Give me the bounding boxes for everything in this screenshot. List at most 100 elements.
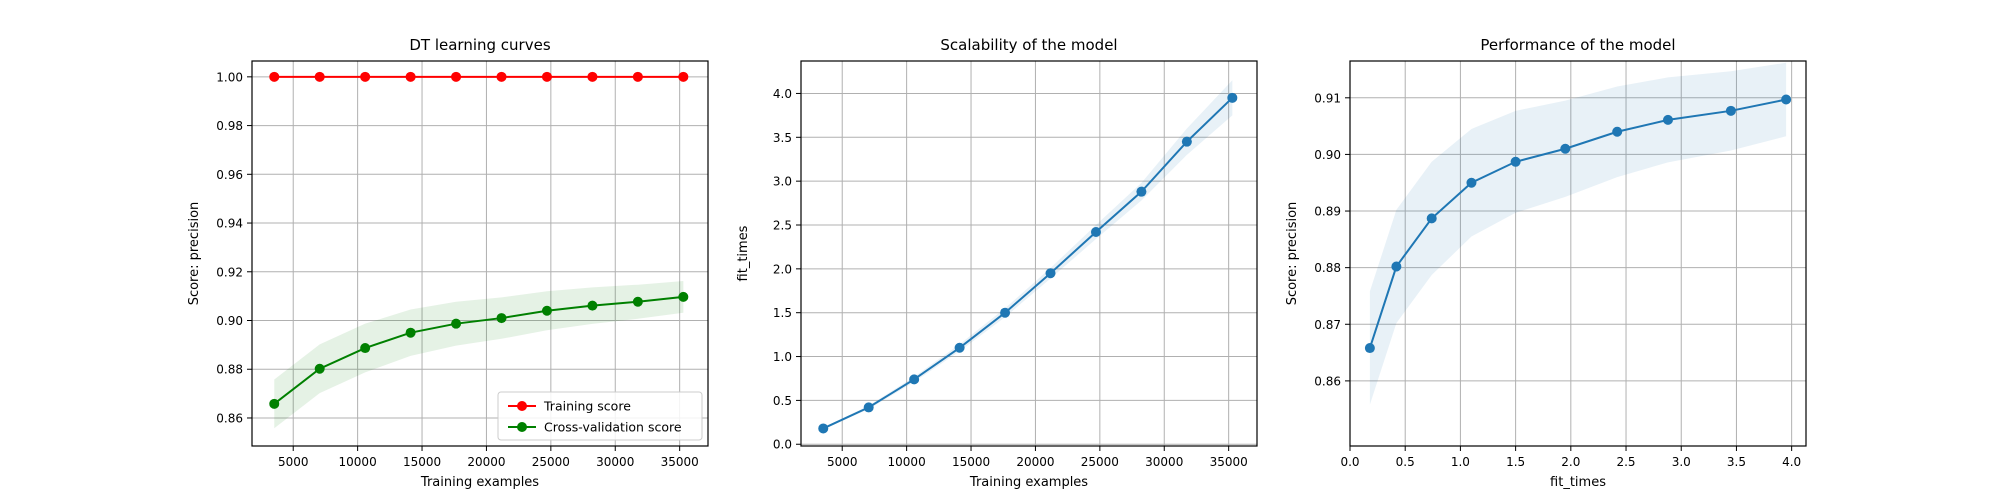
data-point	[314, 363, 325, 374]
x-tick-label: 4.0	[1782, 455, 1801, 469]
data-point	[587, 300, 598, 311]
y-tick-label: 0.86	[1314, 374, 1341, 388]
data-point	[1227, 92, 1238, 103]
x-tick-label: 15000	[403, 455, 441, 469]
chart-3: 0.0 0.5 1.0 1.5 2.0 2.5 3.0 3.5 4.0 0.86 0.87 0.88 0…	[1285, 36, 1807, 490]
x-tick-label: 1.5	[1506, 455, 1525, 469]
x-tick-label: 3.0	[1672, 455, 1691, 469]
y-tick-label: 0.98	[216, 119, 243, 133]
data-point	[954, 342, 965, 353]
data-point	[360, 71, 371, 82]
x-tick-label: 10000	[339, 455, 377, 469]
x-tick-label: 5000	[827, 455, 858, 469]
legend-box	[497, 391, 703, 441]
chart-2: 5000 10000 15000 20000 25000 30000 35000 0.0 0.5…	[736, 36, 1258, 490]
data-point	[314, 71, 325, 82]
x-tick-label: 30000	[596, 455, 634, 469]
data-point	[1560, 143, 1571, 154]
y-tick-label: 0.86	[216, 411, 243, 425]
x-tick-label: 3.5	[1727, 455, 1746, 469]
chart-1: 5000 10000 15000 20000 25000 30000 35000 0.86 0.…	[187, 36, 709, 490]
x-tick-label: 15000	[952, 455, 990, 469]
y-tick-label: 1.0	[773, 350, 792, 364]
y-tick-label: 0.90	[216, 314, 243, 328]
data-point	[678, 291, 689, 302]
data-point	[1781, 94, 1792, 105]
y-tick-label: 3.5	[773, 131, 792, 145]
x-tick-label: 2.5	[1616, 455, 1635, 469]
x-axis-label: Training examples	[420, 475, 539, 490]
data-point	[405, 71, 416, 82]
data-point	[1000, 307, 1011, 318]
data-point	[496, 313, 507, 324]
x-tick-label: 0.5	[1396, 455, 1415, 469]
chart-title: Performance of the model	[1480, 36, 1675, 54]
data-point	[1045, 268, 1056, 279]
x-tick-label: 1.0	[1451, 455, 1470, 469]
legend-label: Training score	[543, 399, 631, 414]
y-tick-label: 3.0	[773, 175, 792, 189]
y-axis-label: Score: precision	[187, 202, 202, 306]
data-point	[1426, 213, 1437, 224]
data-point	[1612, 126, 1623, 137]
y-tick-label: 4.0	[773, 87, 792, 101]
data-point	[496, 71, 507, 82]
x-tick-label: 25000	[532, 455, 570, 469]
y-tick-label: 0.88	[216, 363, 243, 377]
data-point	[541, 305, 552, 316]
data-point	[1725, 105, 1736, 116]
axes-frame	[251, 60, 709, 447]
confidence-band	[1369, 62, 1787, 405]
x-tick-label: 35000	[661, 455, 699, 469]
data-point	[1391, 261, 1402, 272]
data-point	[1364, 343, 1375, 354]
data-point	[818, 423, 829, 434]
legend: Training score Cross-validation score	[497, 391, 703, 441]
x-tick-label: 0.0	[1340, 455, 1359, 469]
data-point	[269, 398, 280, 409]
y-axis-label: fit_times	[736, 225, 751, 281]
data-point	[1466, 177, 1477, 188]
data-point	[587, 71, 598, 82]
data-point	[1181, 136, 1192, 147]
data-point	[678, 71, 689, 82]
y-tick-label: 0.91	[1314, 91, 1341, 105]
x-axis-label: fit_times	[1550, 475, 1606, 490]
data-point	[632, 296, 643, 307]
y-tick-label: 2.5	[773, 218, 792, 232]
axes-frame	[800, 60, 1258, 447]
data-point	[451, 318, 462, 329]
x-tick-label: 10000	[888, 455, 926, 469]
legend-marker	[517, 422, 527, 432]
y-tick-label: 0.92	[216, 265, 243, 279]
y-tick-label: 0.88	[1314, 261, 1341, 275]
legend-label: Cross-validation score	[544, 420, 682, 435]
series-line	[273, 295, 684, 405]
data-point	[405, 327, 416, 338]
data-point	[909, 374, 920, 385]
data-point	[1662, 114, 1673, 125]
y-tick-label: 0.96	[216, 168, 243, 182]
x-tick-label: 20000	[467, 455, 505, 469]
series-line	[822, 97, 1234, 430]
data-point	[1136, 186, 1147, 197]
x-tick-label: 20000	[1016, 455, 1054, 469]
y-tick-label: 1.00	[216, 70, 243, 84]
x-tick-label: 5000	[278, 455, 309, 469]
x-tick-label: 30000	[1145, 455, 1183, 469]
y-tick-label: 0.87	[1314, 318, 1341, 332]
x-tick-label: 35000	[1210, 455, 1248, 469]
y-tick-label: 0.90	[1314, 148, 1341, 162]
y-tick-label: 0.0	[773, 438, 792, 452]
y-tick-label: 2.0	[773, 262, 792, 276]
data-point	[1510, 156, 1521, 167]
axes-frame	[1349, 60, 1807, 447]
data-point	[269, 71, 280, 82]
data-point	[541, 71, 552, 82]
y-axis-label: Score: precision	[1285, 202, 1300, 306]
series-line	[1368, 98, 1787, 349]
confidence-band	[274, 281, 684, 429]
data-point	[863, 402, 874, 413]
chart-title: Scalability of the model	[940, 36, 1117, 54]
